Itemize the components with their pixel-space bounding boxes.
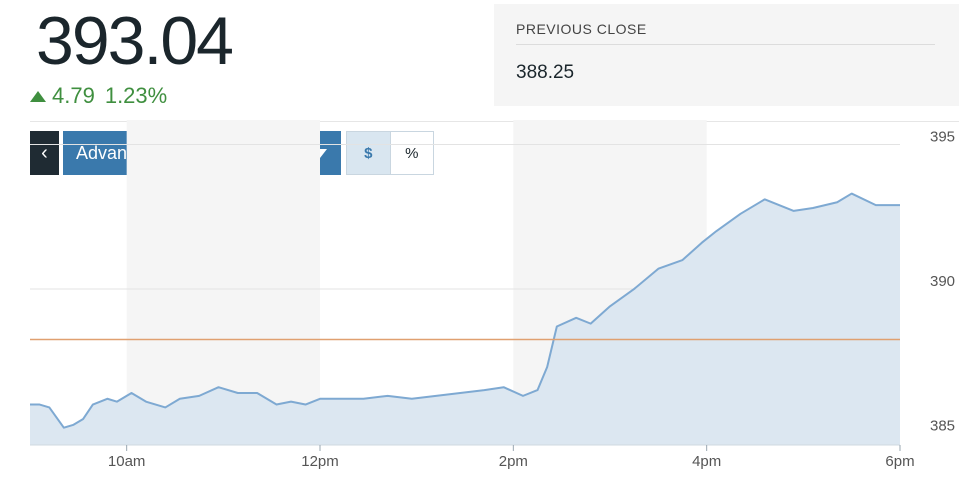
y-tick-label: 395 [930,128,955,145]
chevron-left-icon: ‹ [41,141,48,164]
x-tick-label: 4pm [692,453,721,470]
divider [30,121,959,122]
previous-close-panel: PREVIOUS CLOSE 388.25 [494,4,959,106]
x-tick-label: 12pm [301,453,339,470]
price-change: 4.79 1.23% [30,83,167,109]
up-arrow-icon [30,91,46,102]
x-tick-label: 10am [108,453,146,470]
unit-toggle: $ % [346,131,434,175]
percent-toggle[interactable]: % [390,132,433,174]
back-button[interactable]: ‹ [30,131,59,175]
x-tick-label: 2pm [499,453,528,470]
previous-close-value: 388.25 [516,62,575,83]
price-area [30,193,900,445]
price-chart: 395 390 385 10am 12pm 2pm 4pm 6pm [30,120,955,470]
previous-close-label: PREVIOUS CLOSE [516,21,647,37]
change-percent: 1.23% [104,83,168,108]
y-tick-label: 390 [930,273,955,290]
divider [516,44,935,45]
dollar-toggle[interactable]: $ [347,132,391,174]
price-line [30,192,900,429]
x-tick-label: 6pm [885,453,914,470]
y-tick-label: 385 [930,417,955,434]
last-price: 393.04 [36,3,234,79]
change-value: 4.79 [52,83,95,108]
